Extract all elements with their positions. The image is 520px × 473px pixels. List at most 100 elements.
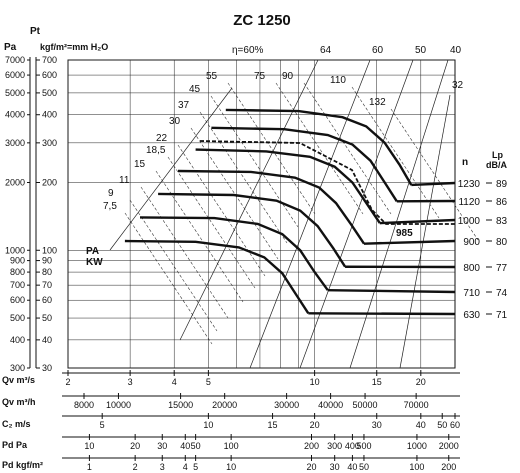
flow-axis-tick-label: 60: [450, 420, 460, 430]
flow-axis-tick-label: 200: [304, 441, 319, 451]
power-line-label: 18,5: [146, 145, 166, 156]
kgf-tick-label: 30: [42, 363, 52, 373]
flow-axis-tick-label: 15: [372, 377, 382, 387]
flow-axis-tick-label: 1000: [407, 441, 427, 451]
speed-label: n: [462, 157, 468, 168]
sound-level-label: 83: [496, 216, 508, 227]
flow-axis-tick-label: 20: [130, 441, 140, 451]
flow-axis-tick-label: 1: [87, 462, 92, 472]
power-line-label: 90: [282, 71, 294, 82]
speed-curve: [196, 150, 380, 224]
flow-axis-label: C₂ m/s: [2, 419, 31, 429]
flow-axis-label: Qv m³/s: [2, 375, 35, 385]
power-line: [125, 213, 212, 344]
flow-axis-tick-label: 50: [437, 420, 447, 430]
speed-and-sound-labels: 1230 89 1120 86 1000 83 900 80 800 77 710 74 630 71: [458, 179, 508, 321]
pa-tick-label: 300: [10, 363, 25, 373]
power-line-label: 75: [254, 71, 266, 82]
pa-tick-label: 600: [10, 295, 25, 305]
flow-axis-tick-label: 10: [203, 420, 213, 430]
speed-curve-extension: [328, 290, 455, 292]
pa-tick-label: 3000: [5, 138, 25, 148]
speed-label: 710: [463, 288, 480, 299]
efficiency-line-label: 64: [320, 45, 332, 56]
power-line-label: 22: [156, 133, 168, 144]
flow-axis-label: Qv m³/h: [2, 397, 36, 407]
power-axis-label: PA: [86, 246, 99, 257]
flow-axis-tick-label: 4: [172, 377, 177, 387]
power-line-label: 9: [108, 188, 114, 199]
power-line: [200, 112, 287, 243]
kgf-tick-label: 60: [42, 295, 52, 305]
flow-axis-tick-label: 40000: [318, 400, 343, 410]
flow-axis-tick-label: 50: [191, 441, 201, 451]
flow-axis-tick-label: 20000: [212, 400, 237, 410]
power-line-label: 11: [119, 175, 130, 186]
flow-axis-tick-label: 50: [359, 462, 369, 472]
flow-axis-tick-label: 15: [268, 420, 278, 430]
power-line-label: 110: [330, 75, 346, 86]
power-line: [211, 96, 298, 227]
flow-axis-tick-label: 30: [157, 441, 167, 451]
flow-axis-tick-label: 2000: [439, 441, 459, 451]
power-line-label: 45: [189, 84, 201, 95]
kgf-tick-label: 200: [42, 177, 57, 187]
efficiency-line: [300, 60, 413, 368]
efficiency-label: η=60%: [232, 45, 264, 56]
pa-tick-label: 900: [10, 256, 25, 266]
flow-axis-tick-label: 5: [206, 377, 211, 387]
flow-axis-tick-label: 70000: [404, 400, 429, 410]
grid: [68, 60, 455, 368]
flow-axis-tick-label: 200: [441, 462, 456, 472]
power-line-label: 30: [169, 116, 181, 127]
chart-title: ZC 1250: [233, 12, 291, 29]
power-line: [228, 83, 315, 214]
efficiency-line-label: 60: [372, 45, 384, 56]
plot-border: [68, 60, 455, 368]
speed-label: 1120: [458, 197, 480, 208]
extra-curve-label: 985: [396, 228, 413, 239]
flow-axis-label: Pd kgf/m²: [2, 460, 43, 470]
efficiency-line-label: 40: [450, 45, 462, 56]
flow-axis-tick-label: 30: [330, 462, 340, 472]
power-line: [141, 187, 228, 318]
pa-tick-label: 2000: [5, 177, 25, 187]
speed-curve: [140, 217, 328, 290]
kgf-tick-label: 40: [42, 335, 52, 345]
kgf-tick-label: 700: [42, 55, 57, 65]
flow-axis-tick-label: 20: [416, 377, 426, 387]
pa-tick-label: 6000: [5, 70, 25, 80]
speed-curve: [158, 194, 345, 267]
power-line-label: 55: [206, 71, 218, 82]
power-line-label: 15: [134, 159, 146, 170]
flow-axis-tick-label: 50000: [353, 400, 378, 410]
power-line: [276, 83, 363, 214]
pa-tick-label: 5000: [5, 88, 25, 98]
sound-level-label: 89: [496, 179, 508, 190]
flow-axis-tick-label: 10000: [106, 400, 131, 410]
flow-axis-tick-label: 2: [133, 462, 138, 472]
speed-label: 630: [463, 310, 480, 321]
speed-curve-extension: [308, 313, 455, 314]
flow-axis-tick-label: 4: [183, 462, 188, 472]
power-line-label: 132: [369, 97, 386, 108]
efficiency-line: [350, 60, 448, 368]
efficiency-line-label: 32: [452, 80, 464, 91]
power-line: [130, 200, 217, 331]
pa-tick-label: 7000: [5, 55, 25, 65]
flow-axis-tick-label: 100: [224, 441, 239, 451]
flow-axis-label: Pd Pa: [2, 440, 28, 450]
speed-label: 900: [463, 237, 480, 248]
power-line: [156, 171, 243, 302]
speed-curve-extension: [380, 220, 455, 223]
kgf-tick-label: 500: [42, 88, 57, 98]
power-line-label: 7,5: [103, 201, 117, 212]
power-axis-unit: KW: [86, 257, 103, 268]
pa-tick-label: 800: [10, 267, 25, 277]
flow-axis-tick-label: 20: [306, 462, 316, 472]
flow-axis-tick-label: 300: [327, 441, 342, 451]
flow-axis-tick-label: 100: [409, 462, 424, 472]
flow-axis-tick-label: 5: [193, 462, 198, 472]
kgf-tick-label: 400: [42, 110, 57, 120]
